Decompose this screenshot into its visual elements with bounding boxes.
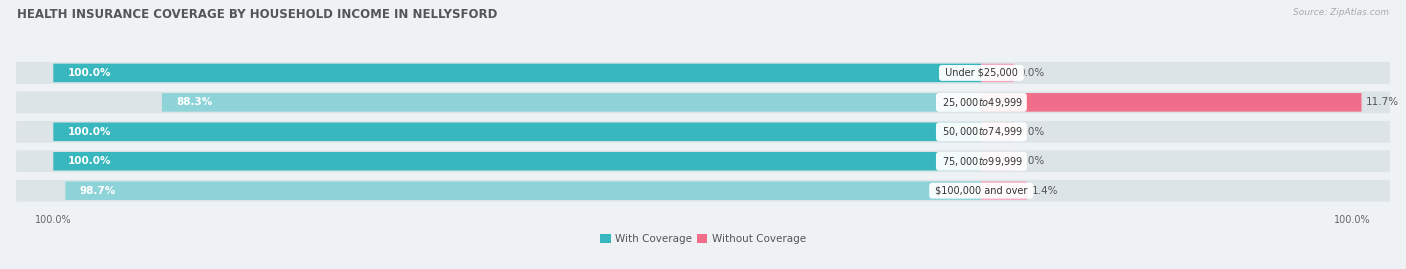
Text: $75,000 to $99,999: $75,000 to $99,999 [939,155,1024,168]
Text: 0.0%: 0.0% [1018,156,1045,166]
FancyBboxPatch shape [981,152,1014,171]
Text: 0.0%: 0.0% [1018,68,1045,78]
FancyBboxPatch shape [981,64,1014,82]
FancyBboxPatch shape [53,64,981,82]
FancyBboxPatch shape [15,180,1391,201]
Text: 88.3%: 88.3% [176,97,212,107]
Text: Under $25,000: Under $25,000 [942,68,1021,78]
FancyBboxPatch shape [15,91,1391,113]
FancyBboxPatch shape [981,123,1014,141]
Text: $100,000 and over: $100,000 and over [932,186,1031,196]
Text: 100.0%: 100.0% [67,127,111,137]
Text: 98.7%: 98.7% [79,186,115,196]
FancyBboxPatch shape [981,93,1361,112]
FancyBboxPatch shape [65,181,981,200]
Text: 100.0%: 100.0% [67,68,111,78]
Text: $25,000 to $49,999: $25,000 to $49,999 [939,96,1024,109]
FancyBboxPatch shape [53,123,981,141]
FancyBboxPatch shape [53,152,981,171]
FancyBboxPatch shape [15,150,1391,172]
Text: 1.4%: 1.4% [1032,186,1057,196]
Text: 11.7%: 11.7% [1367,97,1399,107]
Text: HEALTH INSURANCE COVERAGE BY HOUSEHOLD INCOME IN NELLYSFORD: HEALTH INSURANCE COVERAGE BY HOUSEHOLD I… [17,8,498,21]
FancyBboxPatch shape [15,62,1391,84]
FancyBboxPatch shape [981,181,1026,200]
Text: Source: ZipAtlas.com: Source: ZipAtlas.com [1294,8,1389,17]
Text: $50,000 to $74,999: $50,000 to $74,999 [939,125,1024,138]
Text: 100.0%: 100.0% [67,156,111,166]
FancyBboxPatch shape [162,93,981,112]
Legend: With Coverage, Without Coverage: With Coverage, Without Coverage [596,230,810,248]
FancyBboxPatch shape [15,121,1391,143]
Text: 0.0%: 0.0% [1018,127,1045,137]
